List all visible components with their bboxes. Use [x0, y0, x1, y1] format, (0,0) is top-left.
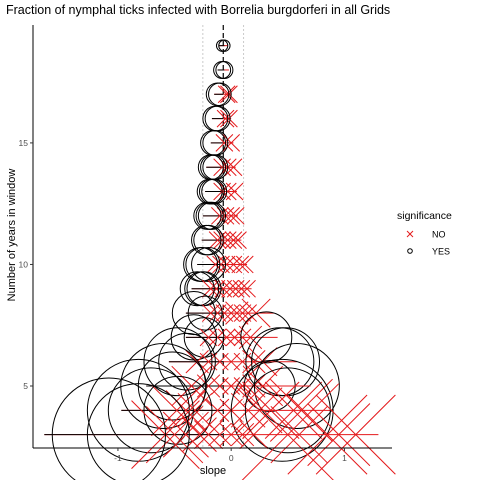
legend: significance NO YES	[397, 210, 452, 257]
point-no-stroke-b	[238, 279, 256, 298]
point-yes	[120, 343, 207, 429]
point-no-stroke-b	[217, 255, 236, 274]
point-no-stroke-b	[220, 109, 238, 128]
point-no-stroke-b	[270, 405, 328, 464]
point-no-stroke-b	[185, 350, 209, 374]
point-yes	[51, 377, 166, 480]
point-no-stroke-b	[199, 328, 218, 347]
point-no-stroke-b	[224, 231, 243, 249]
point-no-stroke-b	[233, 304, 252, 322]
legend-key-no-b	[406, 230, 414, 238]
point-no-stroke-b	[205, 398, 230, 422]
point-no-stroke-b	[239, 420, 269, 450]
point-no-stroke-b	[229, 231, 247, 249]
point-no-stroke-b	[215, 304, 234, 322]
x-tick-label: -1	[114, 453, 122, 463]
x-tick-label: 0	[229, 453, 234, 463]
point-no-stroke-b	[287, 394, 368, 475]
point-no-stroke-b	[208, 422, 232, 447]
data-marks	[44, 39, 396, 480]
point-yes	[187, 295, 223, 331]
axes: -1 0 1 5 10 15 slope Number of years in wind…	[6, 25, 392, 477]
point-no-stroke-b	[225, 182, 244, 201]
point-no-stroke-b	[207, 279, 226, 298]
point-no-stroke-b	[208, 231, 227, 249]
point-yes	[240, 311, 293, 364]
point-no-stroke-b	[224, 158, 243, 177]
point-no-stroke-b	[212, 255, 230, 274]
point-no-stroke-b	[217, 85, 236, 104]
legend-entry-label: YES	[432, 247, 450, 257]
point-yes	[107, 367, 194, 454]
y-ticks: 5 10 15	[19, 138, 33, 391]
point-yes	[215, 60, 234, 79]
point-no-stroke-b	[216, 109, 235, 128]
point-yes	[253, 343, 340, 429]
point-no-stroke-b	[242, 381, 300, 439]
x-axis-label: slope	[200, 465, 226, 477]
point-no-stroke-b	[162, 411, 209, 458]
point-no-stroke-b	[219, 422, 243, 447]
point-no-stroke-b	[239, 304, 258, 322]
point-no-stroke-b	[218, 182, 237, 201]
point-yes	[143, 375, 213, 445]
point-yes	[179, 271, 215, 307]
y-tick-label: 10	[19, 259, 29, 269]
point-no-stroke-b	[215, 134, 234, 152]
point-no-stroke-b	[225, 328, 244, 347]
point-no-stroke-b	[150, 384, 203, 437]
y-tick-label: 5	[23, 381, 28, 391]
point-yes	[218, 39, 231, 52]
y-axis-label: Number of years in window	[6, 169, 18, 302]
point-no-stroke-b	[222, 206, 241, 225]
point-no-stroke-b	[241, 298, 271, 328]
point-yes	[244, 367, 331, 454]
point-no-stroke-b	[217, 328, 236, 347]
point-no-stroke-b	[232, 279, 251, 298]
legend-entry-label: NO	[432, 230, 446, 240]
legend-key-yes	[407, 248, 413, 254]
point-yes	[143, 327, 213, 397]
point-no-stroke-b	[171, 365, 212, 407]
point-no-stroke-b	[235, 255, 254, 274]
point-no-stroke-b	[145, 405, 204, 464]
point-no-stroke-b	[315, 394, 396, 475]
chart-title: Fraction of nymphal ticks infected with …	[6, 3, 391, 17]
point-no-stroke-b	[177, 392, 213, 428]
point-no-stroke-b	[222, 134, 241, 152]
point-no-stroke-b	[165, 390, 207, 431]
x-ticks: -1 0 1	[114, 448, 347, 463]
point-no-stroke-b	[194, 420, 224, 450]
point-yes	[208, 82, 232, 107]
point-yes	[197, 201, 227, 230]
y-tick-label: 15	[19, 138, 29, 148]
point-yes	[86, 383, 190, 480]
point-no-stroke-b	[196, 374, 221, 398]
x-tick-label: 1	[342, 453, 347, 463]
point-no-stroke-b	[226, 206, 245, 225]
legend-title: significance	[397, 210, 452, 222]
point-no-stroke-b	[242, 365, 284, 407]
point-yes	[230, 358, 334, 462]
point-no-stroke-b	[264, 381, 323, 439]
point-no-stroke-b	[269, 378, 333, 442]
point-no-stroke-b	[201, 304, 220, 322]
point-yes	[193, 224, 224, 256]
point-no-stroke-b	[233, 328, 252, 347]
point-no-stroke-b	[307, 403, 371, 467]
point-no-stroke-b	[238, 325, 263, 350]
point-no-stroke-b	[231, 255, 250, 274]
point-no-stroke-b	[225, 301, 249, 325]
point-no-stroke-b	[230, 422, 255, 447]
